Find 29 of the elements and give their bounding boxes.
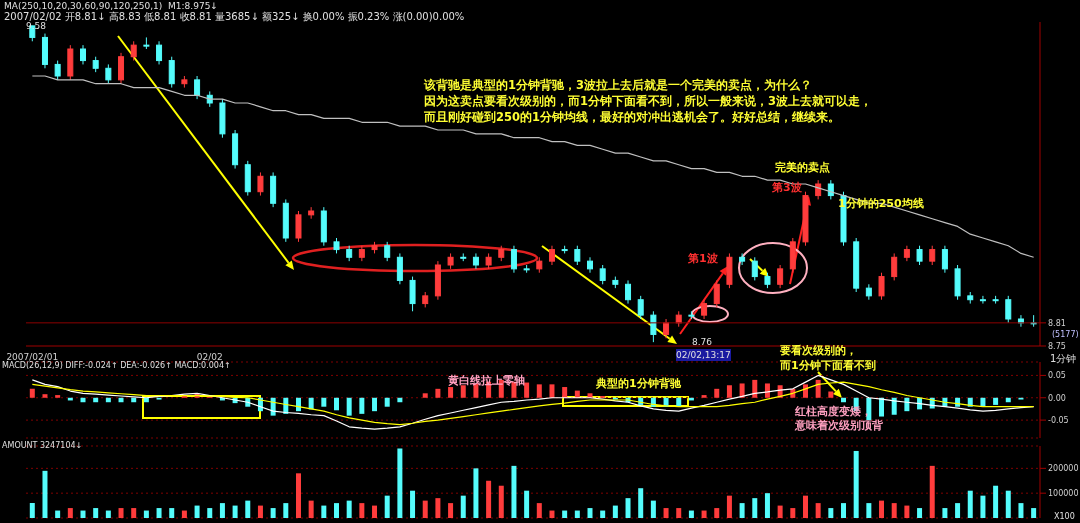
y-tick-label: 200000: [1048, 464, 1079, 474]
y-tick-label: 8.81: [1048, 318, 1066, 328]
x-tick-label: 02/02: [196, 352, 223, 363]
annotation: 而且刚好碰到250的1分钟均线，最好的对冲出逃机会了。好好总结，继续来。: [424, 110, 841, 126]
text: 2007/02/02 开8.81↓ 高8.83 低8.81 收8.81 量3685↓ 额325↓ 换0.00% 振0.23% 涨(0.00)0.00%: [4, 11, 465, 22]
text: X100: [1054, 512, 1075, 523]
y-tick-label: 8.75: [1048, 341, 1066, 351]
annotation: 8.76: [692, 336, 713, 349]
y-tick-label: 0.05: [1048, 371, 1066, 381]
y-tick-label: 0.00: [1048, 393, 1066, 403]
annotation: 9.58: [26, 21, 47, 33]
y-tick-label: 100000: [1048, 489, 1079, 499]
text: 02/02,13:17: [676, 349, 731, 362]
text: 1分钟: [1050, 352, 1077, 366]
annotation: 意味着次级别顶背: [795, 419, 883, 434]
annotation: 要看次级别的，: [780, 344, 857, 359]
annotation: 因为这卖点要看次级别的，而1分钟下面看不到，所以一般来说，3波上去就可以走，: [424, 94, 873, 110]
annotation: 第3波: [772, 181, 802, 196]
annotation: 而1分钟下面看不到: [780, 359, 876, 374]
annotation: 该背驰是典型的1分钟背驰，3波拉上去后就是一个完美的卖点，为什么？: [424, 78, 813, 94]
annotation: AMOUNT 3247104↓: [2, 441, 83, 452]
annotation: 完美的卖点: [775, 161, 830, 176]
annotation: 典型的1分钟背驰: [596, 377, 681, 392]
text: (5177): [1052, 330, 1079, 341]
text: MA(250,10,20,30,60,90,120,250,1) M1:8.975↓: [4, 0, 218, 12]
annotation: 第1波: [688, 252, 718, 267]
annotation: MACD(26,12,9) DIFF:-0.024↑ DEA:-0.026↑ MACD:0.004↑: [2, 361, 231, 372]
annotation: 黄白线拉上零轴: [448, 374, 525, 389]
y-tick-label: -0.05: [1048, 415, 1069, 425]
